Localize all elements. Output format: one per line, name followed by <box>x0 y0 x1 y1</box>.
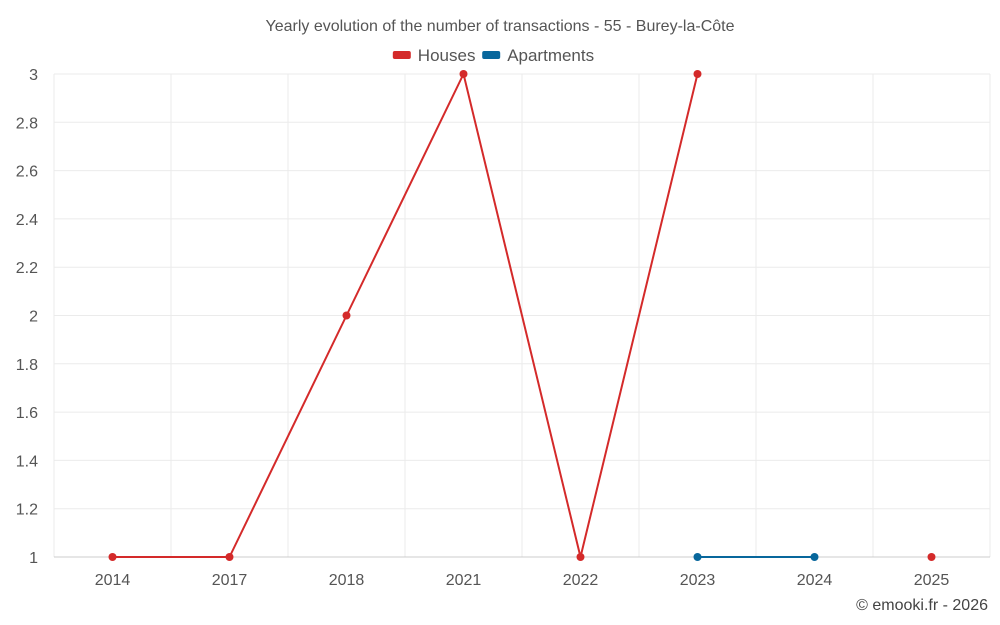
x-axis: 2014 2017 2018 2021 2022 2023 2024 2025 <box>54 556 990 589</box>
series-apartments <box>693 553 819 561</box>
y-tick-label: 2.8 <box>16 115 38 132</box>
y-tick-label: 2.6 <box>16 164 38 181</box>
y-tick-label: 1.4 <box>16 453 38 470</box>
x-tick-label: 2023 <box>680 572 716 589</box>
series-layer <box>108 70 936 561</box>
y-tick-label: 2.2 <box>16 260 38 277</box>
credit-text: © emooki.fr - 2026 <box>856 597 988 614</box>
legend-item-apartments[interactable]: Apartments <box>482 46 594 65</box>
y-tick-label: 3 <box>29 67 38 84</box>
data-point-houses[interactable] <box>342 311 351 320</box>
y-tick-label: 2 <box>29 309 38 326</box>
legend-label: Apartments <box>507 46 594 65</box>
x-tick-label: 2022 <box>563 572 599 589</box>
y-tick-label: 1.6 <box>16 405 38 422</box>
y-tick-label: 2.4 <box>16 212 38 229</box>
data-point-houses[interactable] <box>108 553 117 561</box>
x-tick-label: 2025 <box>914 572 950 589</box>
x-tick-label: 2014 <box>95 572 131 589</box>
data-point-houses[interactable] <box>225 553 234 561</box>
legend: Houses Apartments <box>392 46 594 65</box>
data-point-houses[interactable] <box>693 70 702 78</box>
y-tick-label: 1.8 <box>16 357 38 374</box>
legend-swatch <box>392 51 411 59</box>
legend-swatch <box>482 51 501 59</box>
x-tick-label: 2024 <box>797 572 833 589</box>
series-houses <box>108 70 936 561</box>
x-tick-label: 2017 <box>212 572 248 589</box>
data-point-apartments[interactable] <box>810 553 819 561</box>
legend-item-houses[interactable]: Houses <box>392 46 476 65</box>
data-point-houses[interactable] <box>459 70 468 78</box>
chart-title: Yearly evolution of the number of transa… <box>266 18 735 35</box>
data-point-apartments[interactable] <box>693 553 702 561</box>
y-tick-label: 1.2 <box>16 502 38 519</box>
x-tick-label: 2021 <box>446 572 482 589</box>
data-point-houses[interactable] <box>927 553 936 561</box>
x-tick-label: 2018 <box>329 572 365 589</box>
y-tick-label: 1 <box>29 550 38 567</box>
legend-label: Houses <box>418 46 476 65</box>
data-point-houses[interactable] <box>576 553 585 561</box>
y-axis: 1 1.2 1.4 1.6 1.8 2 2.2 2.4 2.6 2.8 3 <box>16 67 38 567</box>
series-line-houses <box>112 73 699 558</box>
